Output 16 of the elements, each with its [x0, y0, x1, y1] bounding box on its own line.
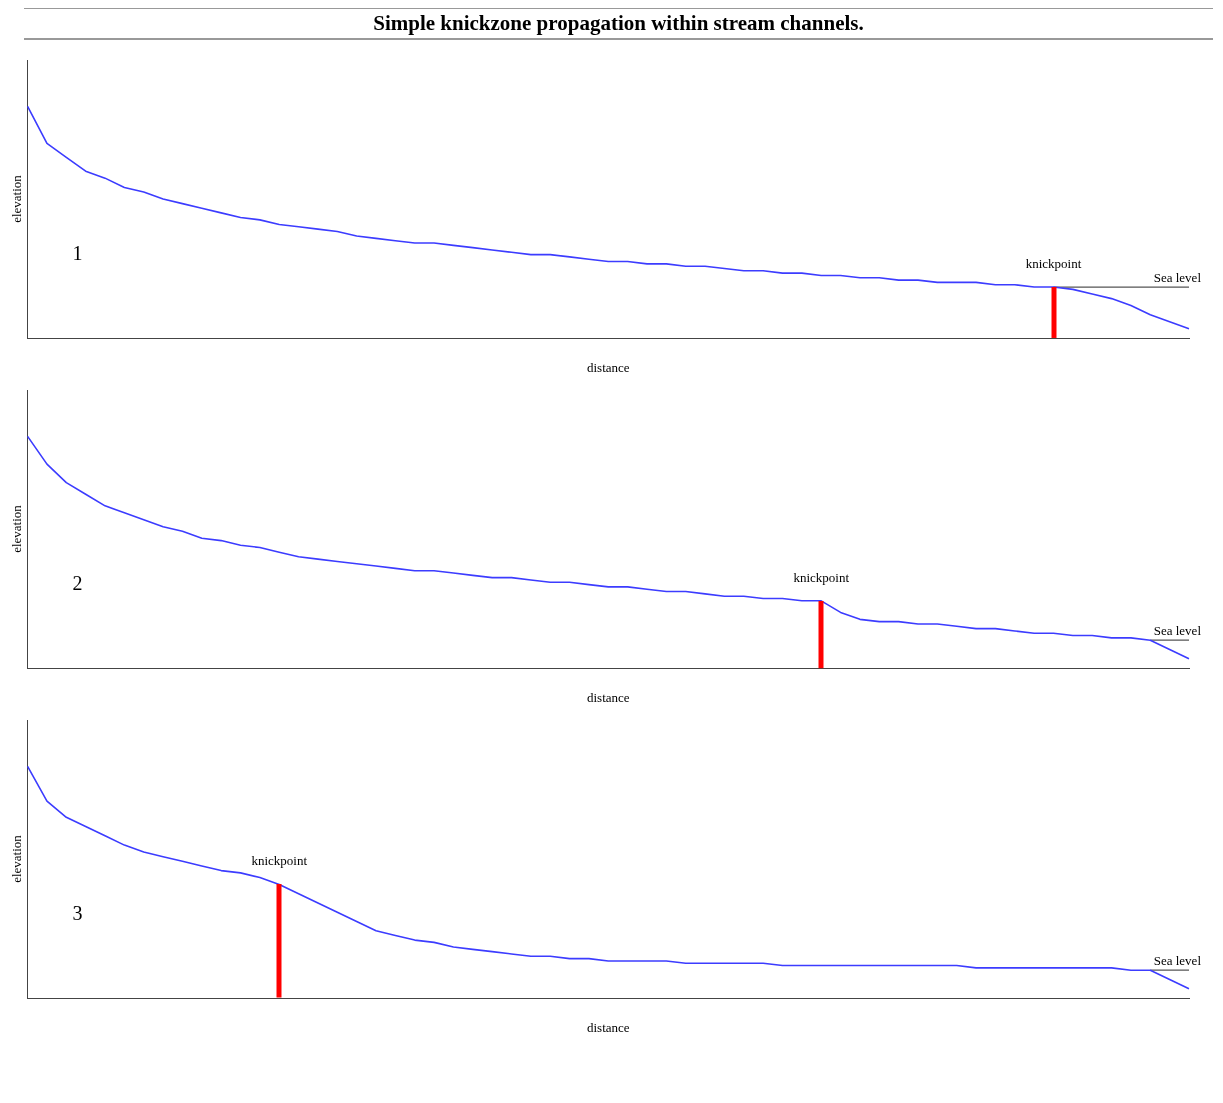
- series-label: Sea level: [1153, 269, 1202, 285]
- y-axis-title: elevation: [9, 174, 25, 223]
- series-label: Sea level: [1153, 953, 1202, 969]
- annotation: knickpoint: [1025, 255, 1082, 271]
- annotation: 1: [72, 241, 83, 264]
- chart-title: Simple knickzone propagation within stream channels.: [24, 8, 1213, 40]
- annotation: 3: [72, 901, 83, 924]
- x-axis-title: distance: [587, 689, 630, 705]
- annotation: knickpoint: [793, 569, 850, 585]
- x-axis-title: distance: [587, 359, 630, 375]
- y-axis-title: elevation: [9, 504, 25, 553]
- series-label: Sea level: [1153, 623, 1202, 639]
- y-axis-title: elevation: [9, 834, 25, 883]
- annotation: knickpoint: [251, 853, 308, 869]
- annotation: 2: [72, 571, 83, 594]
- x-axis-title: distance: [587, 1019, 630, 1035]
